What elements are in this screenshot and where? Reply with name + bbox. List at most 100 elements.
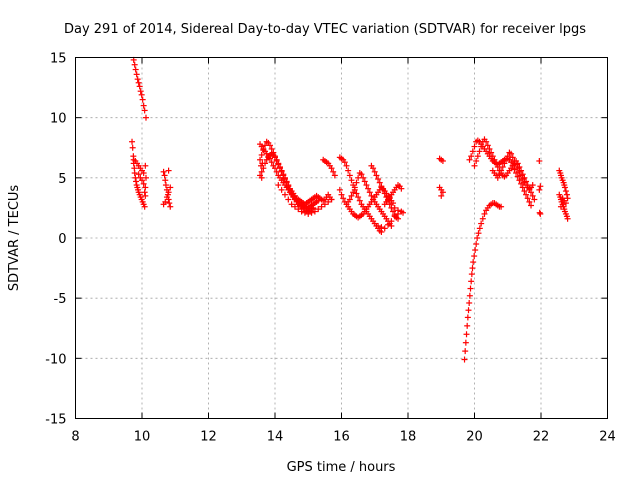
- data-point: [301, 209, 308, 216]
- x-tick-label: 8: [71, 430, 79, 445]
- data-point: [471, 143, 478, 150]
- data-point: [467, 285, 474, 292]
- data-point: [278, 186, 285, 193]
- data-point: [481, 210, 488, 217]
- data-point: [129, 138, 136, 145]
- data-point: [283, 178, 290, 185]
- data-point: [139, 96, 146, 103]
- data-point: [439, 157, 446, 164]
- data-point: [503, 156, 510, 163]
- y-tick-label: -15: [45, 413, 66, 428]
- data-point: [484, 142, 491, 149]
- data-point: [479, 215, 486, 222]
- data-point: [268, 159, 275, 166]
- data-point: [557, 203, 564, 210]
- data-point: [476, 225, 483, 232]
- data-point: [361, 178, 368, 185]
- data-point: [360, 174, 367, 181]
- data-point: [285, 182, 292, 189]
- grid: [75, 57, 608, 419]
- data-point: [461, 356, 468, 363]
- data-point: [351, 184, 358, 191]
- data-point: [142, 114, 149, 121]
- data-point: [365, 185, 372, 192]
- y-tick-label: -10: [45, 352, 66, 367]
- data-point: [375, 222, 382, 229]
- data-point: [518, 172, 525, 179]
- data-point: [370, 165, 377, 172]
- data-point: [474, 153, 481, 160]
- data-point: [134, 76, 141, 83]
- data-point: [163, 194, 170, 201]
- data-point: [340, 195, 347, 202]
- data-point: [356, 197, 363, 204]
- data-point: [561, 184, 568, 191]
- data-point: [483, 138, 490, 145]
- data-point: [291, 203, 298, 210]
- data-point: [499, 164, 506, 171]
- data-point: [391, 213, 398, 220]
- data-point: [463, 331, 470, 338]
- x-tick-label: 16: [333, 430, 350, 445]
- data-point: [378, 224, 385, 231]
- data-point: [295, 206, 302, 213]
- data-point: [368, 192, 375, 199]
- data-point: [270, 149, 277, 156]
- data-point: [371, 168, 378, 175]
- data-point: [140, 102, 147, 109]
- data-point: [473, 241, 480, 248]
- data-point: [165, 189, 172, 196]
- x-tick-label: 20: [466, 430, 483, 445]
- y-tick-label: 10: [50, 112, 67, 127]
- data-point: [473, 157, 480, 164]
- data-point: [395, 210, 402, 217]
- x-tick-labels: 8 10 12 14 16 18 20 22 24: [71, 430, 615, 445]
- data-point: [375, 176, 382, 183]
- data-point: [336, 186, 343, 193]
- data-point: [129, 144, 136, 151]
- x-axis-label: GPS time / hours: [287, 460, 396, 475]
- data-point: [438, 192, 445, 199]
- data-point: [348, 177, 355, 184]
- data-point: [276, 164, 283, 171]
- data-point: [343, 162, 350, 169]
- data-point: [381, 190, 388, 197]
- data-point: [523, 191, 530, 198]
- data-point: [464, 314, 471, 321]
- data-point: [160, 168, 167, 175]
- data-point: [391, 204, 398, 211]
- x-tick-label: 18: [400, 430, 417, 445]
- data-point: [161, 172, 168, 179]
- data-point: [513, 170, 520, 177]
- data-point: [390, 208, 397, 215]
- data-point: [466, 156, 473, 163]
- data-point: [353, 190, 360, 197]
- data-point: [273, 156, 280, 163]
- data-point: [366, 189, 373, 196]
- data-point: [466, 299, 473, 306]
- data-point: [142, 192, 149, 199]
- data-point: [501, 160, 508, 167]
- data-point: [478, 143, 485, 150]
- data-point: [137, 88, 144, 95]
- data-point: [524, 195, 531, 202]
- data-point: [281, 191, 288, 198]
- data-point: [511, 157, 518, 164]
- data-point: [398, 185, 405, 192]
- data-point: [318, 203, 325, 210]
- data-point: [142, 184, 149, 191]
- data-point: [142, 162, 149, 169]
- data-point: [285, 196, 292, 203]
- data-point: [328, 165, 335, 172]
- data-point: [472, 247, 479, 254]
- data-point: [563, 191, 570, 198]
- data-point: [298, 208, 305, 215]
- data-point: [338, 191, 345, 198]
- data-point: [488, 149, 495, 156]
- chart-title: Day 291 of 2014, Sidereal Day-to-day VTE…: [64, 22, 586, 37]
- data-point: [478, 220, 485, 227]
- data-point: [486, 145, 493, 152]
- data-point: [275, 182, 282, 189]
- data-point: [400, 209, 407, 216]
- data-point: [131, 170, 138, 177]
